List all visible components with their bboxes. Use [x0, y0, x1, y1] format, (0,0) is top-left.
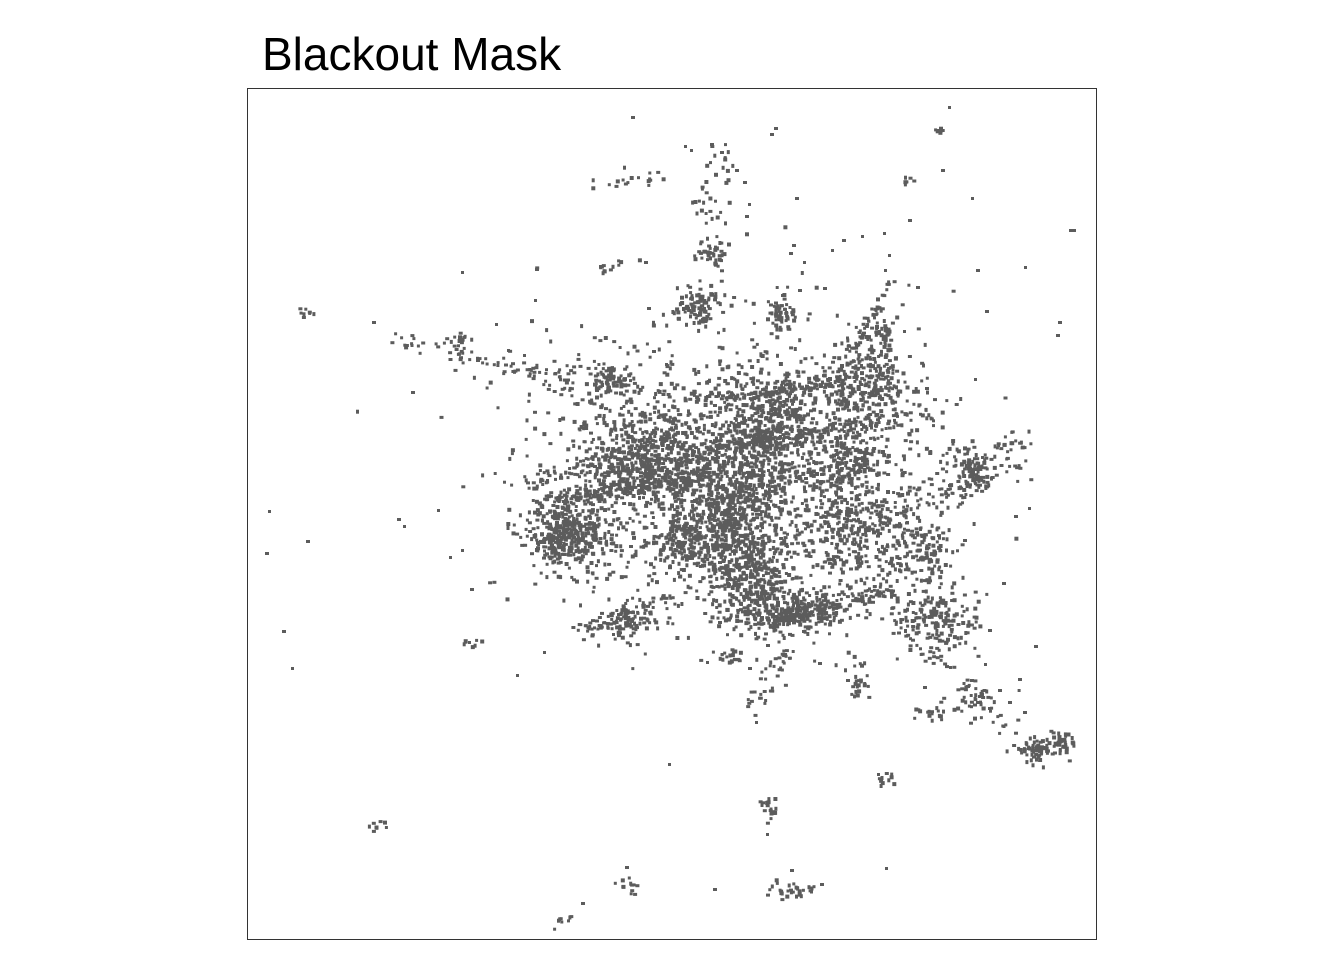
mask-pixels	[265, 106, 1076, 931]
map-title: Blackout Mask	[262, 28, 562, 80]
map-panel	[247, 88, 1097, 940]
blackout-mask-map	[265, 106, 1076, 931]
